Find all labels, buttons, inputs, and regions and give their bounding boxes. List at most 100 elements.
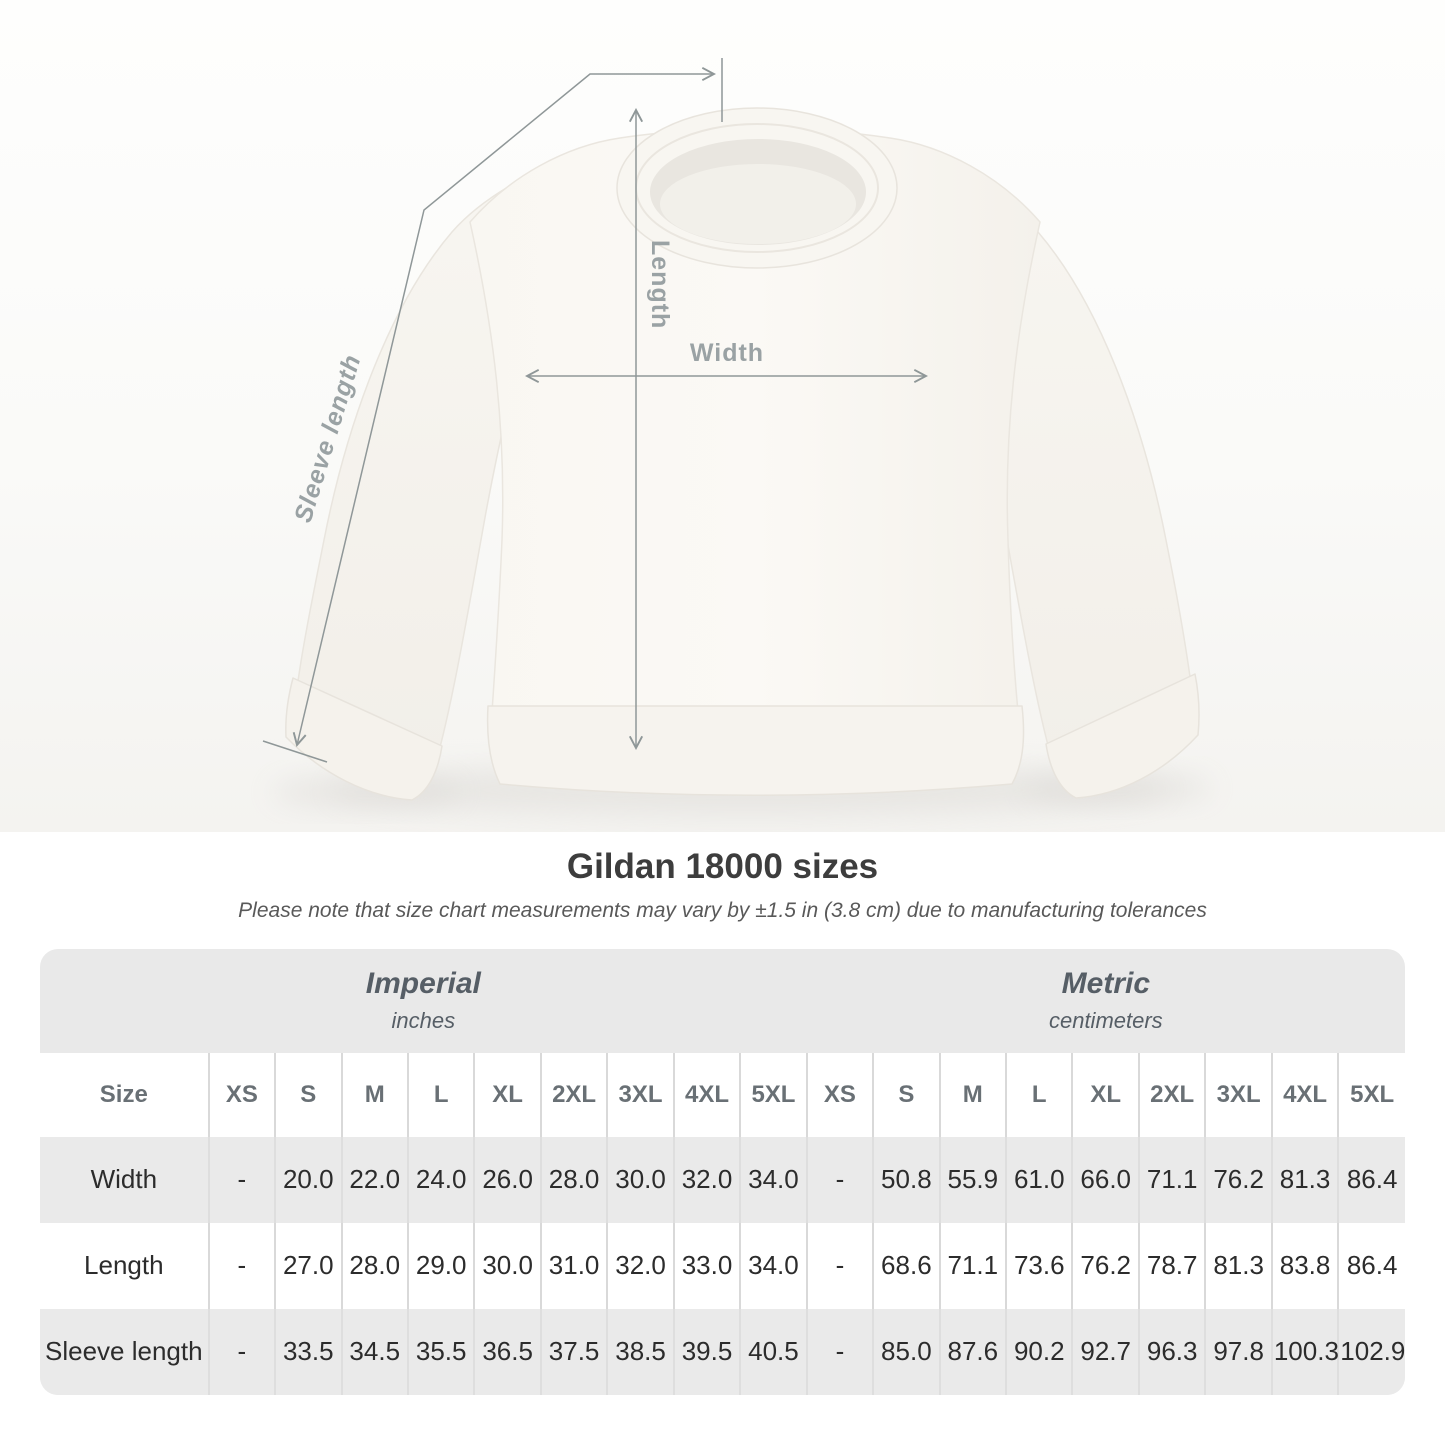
cell: -: [207, 1222, 276, 1309]
cell: 24.0: [406, 1136, 475, 1223]
cell: 96.3: [1137, 1308, 1206, 1395]
cell: 78.7: [1137, 1222, 1206, 1309]
cell: 40.5: [739, 1308, 807, 1395]
size-header: 2XL: [539, 1052, 608, 1137]
cell: 34.0: [739, 1136, 807, 1223]
table-row-sleeve-length: Sleeve length - 33.5 34.5 35.5 36.5 37.5…: [40, 1308, 1405, 1395]
cell: 71.1: [938, 1222, 1007, 1309]
cell: 20.0: [274, 1136, 342, 1223]
hem-band: [486, 705, 1025, 796]
cell: 38.5: [606, 1308, 674, 1395]
imperial-unit: inches: [391, 1008, 456, 1033]
size-header: 5XL: [739, 1052, 807, 1137]
cell: 28.0: [340, 1222, 408, 1309]
sleeve-end-tick: [262, 740, 328, 763]
row-label: Width: [40, 1136, 209, 1223]
cell: 92.7: [1071, 1308, 1139, 1395]
cell: 39.5: [672, 1308, 741, 1395]
width-label: Width: [690, 339, 764, 367]
neck-inner-back: [660, 164, 856, 244]
cell: 37.5: [539, 1308, 608, 1395]
right-cuff: [1045, 673, 1200, 799]
row-label: Sleeve length: [40, 1308, 209, 1395]
size-header: XS: [207, 1052, 276, 1137]
cell: 26.0: [473, 1136, 541, 1223]
cell: 30.0: [473, 1222, 541, 1309]
cell: 81.3: [1270, 1136, 1339, 1223]
cell: 27.0: [274, 1222, 342, 1309]
cell: 28.0: [539, 1136, 608, 1223]
cell: -: [207, 1308, 276, 1395]
cell: 97.8: [1204, 1308, 1272, 1395]
size-header: L: [406, 1052, 475, 1137]
cell: 90.2: [1005, 1308, 1073, 1395]
cell: 86.4: [1337, 1222, 1405, 1309]
size-header: 3XL: [606, 1052, 674, 1137]
cell: 87.6: [938, 1308, 1007, 1395]
cell: 34.5: [340, 1308, 408, 1395]
size-header: XL: [1071, 1052, 1139, 1137]
size-header: 3XL: [1204, 1052, 1272, 1137]
cell: 31.0: [539, 1222, 608, 1309]
sleeve-measure-line: [292, 66, 717, 748]
size-header: 5XL: [1337, 1052, 1405, 1137]
page-title: Gildan 18000 sizes: [566, 847, 879, 886]
cell: -: [805, 1308, 874, 1395]
cell: 36.5: [473, 1308, 541, 1395]
size-header: XL: [473, 1052, 541, 1137]
cell: 32.0: [672, 1136, 741, 1223]
length-label: Length: [646, 240, 674, 329]
cell: 85.0: [872, 1308, 940, 1395]
measurement-overlay: [262, 58, 929, 763]
metric-unit: centimeters: [1048, 1008, 1163, 1033]
product-measurement-figure: Length Width Sleeve length: [0, 0, 1445, 832]
cell: 83.8: [1270, 1222, 1339, 1309]
row-label: Length: [40, 1222, 209, 1309]
size-header: L: [1005, 1052, 1073, 1137]
imperial-group-header: Imperial inches: [40, 949, 807, 1053]
cell: 71.1: [1137, 1136, 1206, 1223]
metric-group-header: Metric centimeters: [807, 949, 1405, 1053]
tolerance-note: Please note that size chart measurements…: [238, 898, 1207, 922]
cell: 35.5: [406, 1308, 475, 1395]
cell: -: [805, 1222, 874, 1309]
sweatshirt-photo: Length Width Sleeve length: [0, 0, 1445, 832]
cell: 29.0: [406, 1222, 475, 1309]
size-header: XS: [805, 1052, 874, 1137]
cell: 66.0: [1071, 1136, 1139, 1223]
metric-label: Metric: [1061, 967, 1151, 1000]
cell: 32.0: [606, 1222, 674, 1309]
cell: 68.6: [872, 1222, 940, 1309]
cell: 102.9: [1337, 1308, 1405, 1395]
cell: 100.3: [1270, 1308, 1339, 1395]
cell: 73.6: [1005, 1222, 1073, 1309]
cell: 55.9: [938, 1136, 1007, 1223]
cell: 22.0: [340, 1136, 408, 1223]
imperial-label: Imperial: [365, 967, 481, 1000]
size-header: S: [872, 1052, 940, 1137]
cell: 76.2: [1071, 1222, 1139, 1309]
table-row-length: Length - 27.0 28.0 29.0 30.0 31.0 32.0 3…: [40, 1222, 1405, 1309]
size-header: M: [938, 1052, 1007, 1137]
size-header-row: Size XS S M L XL 2XL 3XL 4XL 5XL XS S M …: [40, 1052, 1405, 1137]
cell: 86.4: [1337, 1136, 1405, 1223]
size-header: M: [340, 1052, 408, 1137]
cell: 30.0: [606, 1136, 674, 1223]
size-header: 4XL: [1270, 1052, 1339, 1137]
cell: 76.2: [1204, 1136, 1272, 1223]
cell: 33.5: [274, 1308, 342, 1395]
cell: 33.0: [672, 1222, 741, 1309]
size-column-header: Size: [40, 1052, 209, 1137]
cell: 50.8: [872, 1136, 940, 1223]
unit-group-row: Imperial inches Metric centimeters: [40, 949, 1405, 1053]
cell: -: [207, 1136, 276, 1223]
cell: 81.3: [1204, 1222, 1272, 1309]
size-header: S: [274, 1052, 342, 1137]
table-row-width: Width - 20.0 22.0 24.0 26.0 28.0 30.0 32…: [40, 1136, 1405, 1223]
size-header: 2XL: [1137, 1052, 1206, 1137]
cell: 34.0: [739, 1222, 807, 1309]
size-chart-table: Imperial inches Metric centimeters Size …: [40, 948, 1405, 1395]
cell: -: [805, 1136, 874, 1223]
cell: 61.0: [1005, 1136, 1073, 1223]
size-header: 4XL: [672, 1052, 741, 1137]
